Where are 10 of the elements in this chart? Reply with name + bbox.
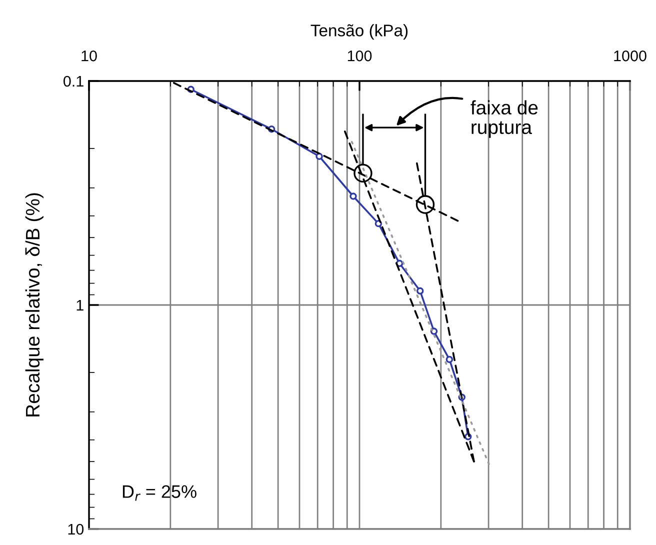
y-tick-label: 1 bbox=[76, 300, 84, 311]
x-axis-title: Tensão (kPa) bbox=[310, 24, 408, 40]
x-tick-label: 10 bbox=[82, 50, 97, 62]
y-tick-label: 0.1 bbox=[64, 76, 84, 87]
y-tick-label: 10 bbox=[68, 524, 84, 535]
y-axis-title: Recalque relativo, δ/B (%) bbox=[25, 193, 44, 416]
x-tick-label: 1000 bbox=[614, 50, 646, 62]
annotation: D$_{r}$ = 25% bbox=[122, 485, 196, 501]
x-tick-label: 100 bbox=[348, 50, 372, 62]
annotation: faixa de ruptura bbox=[470, 100, 538, 138]
